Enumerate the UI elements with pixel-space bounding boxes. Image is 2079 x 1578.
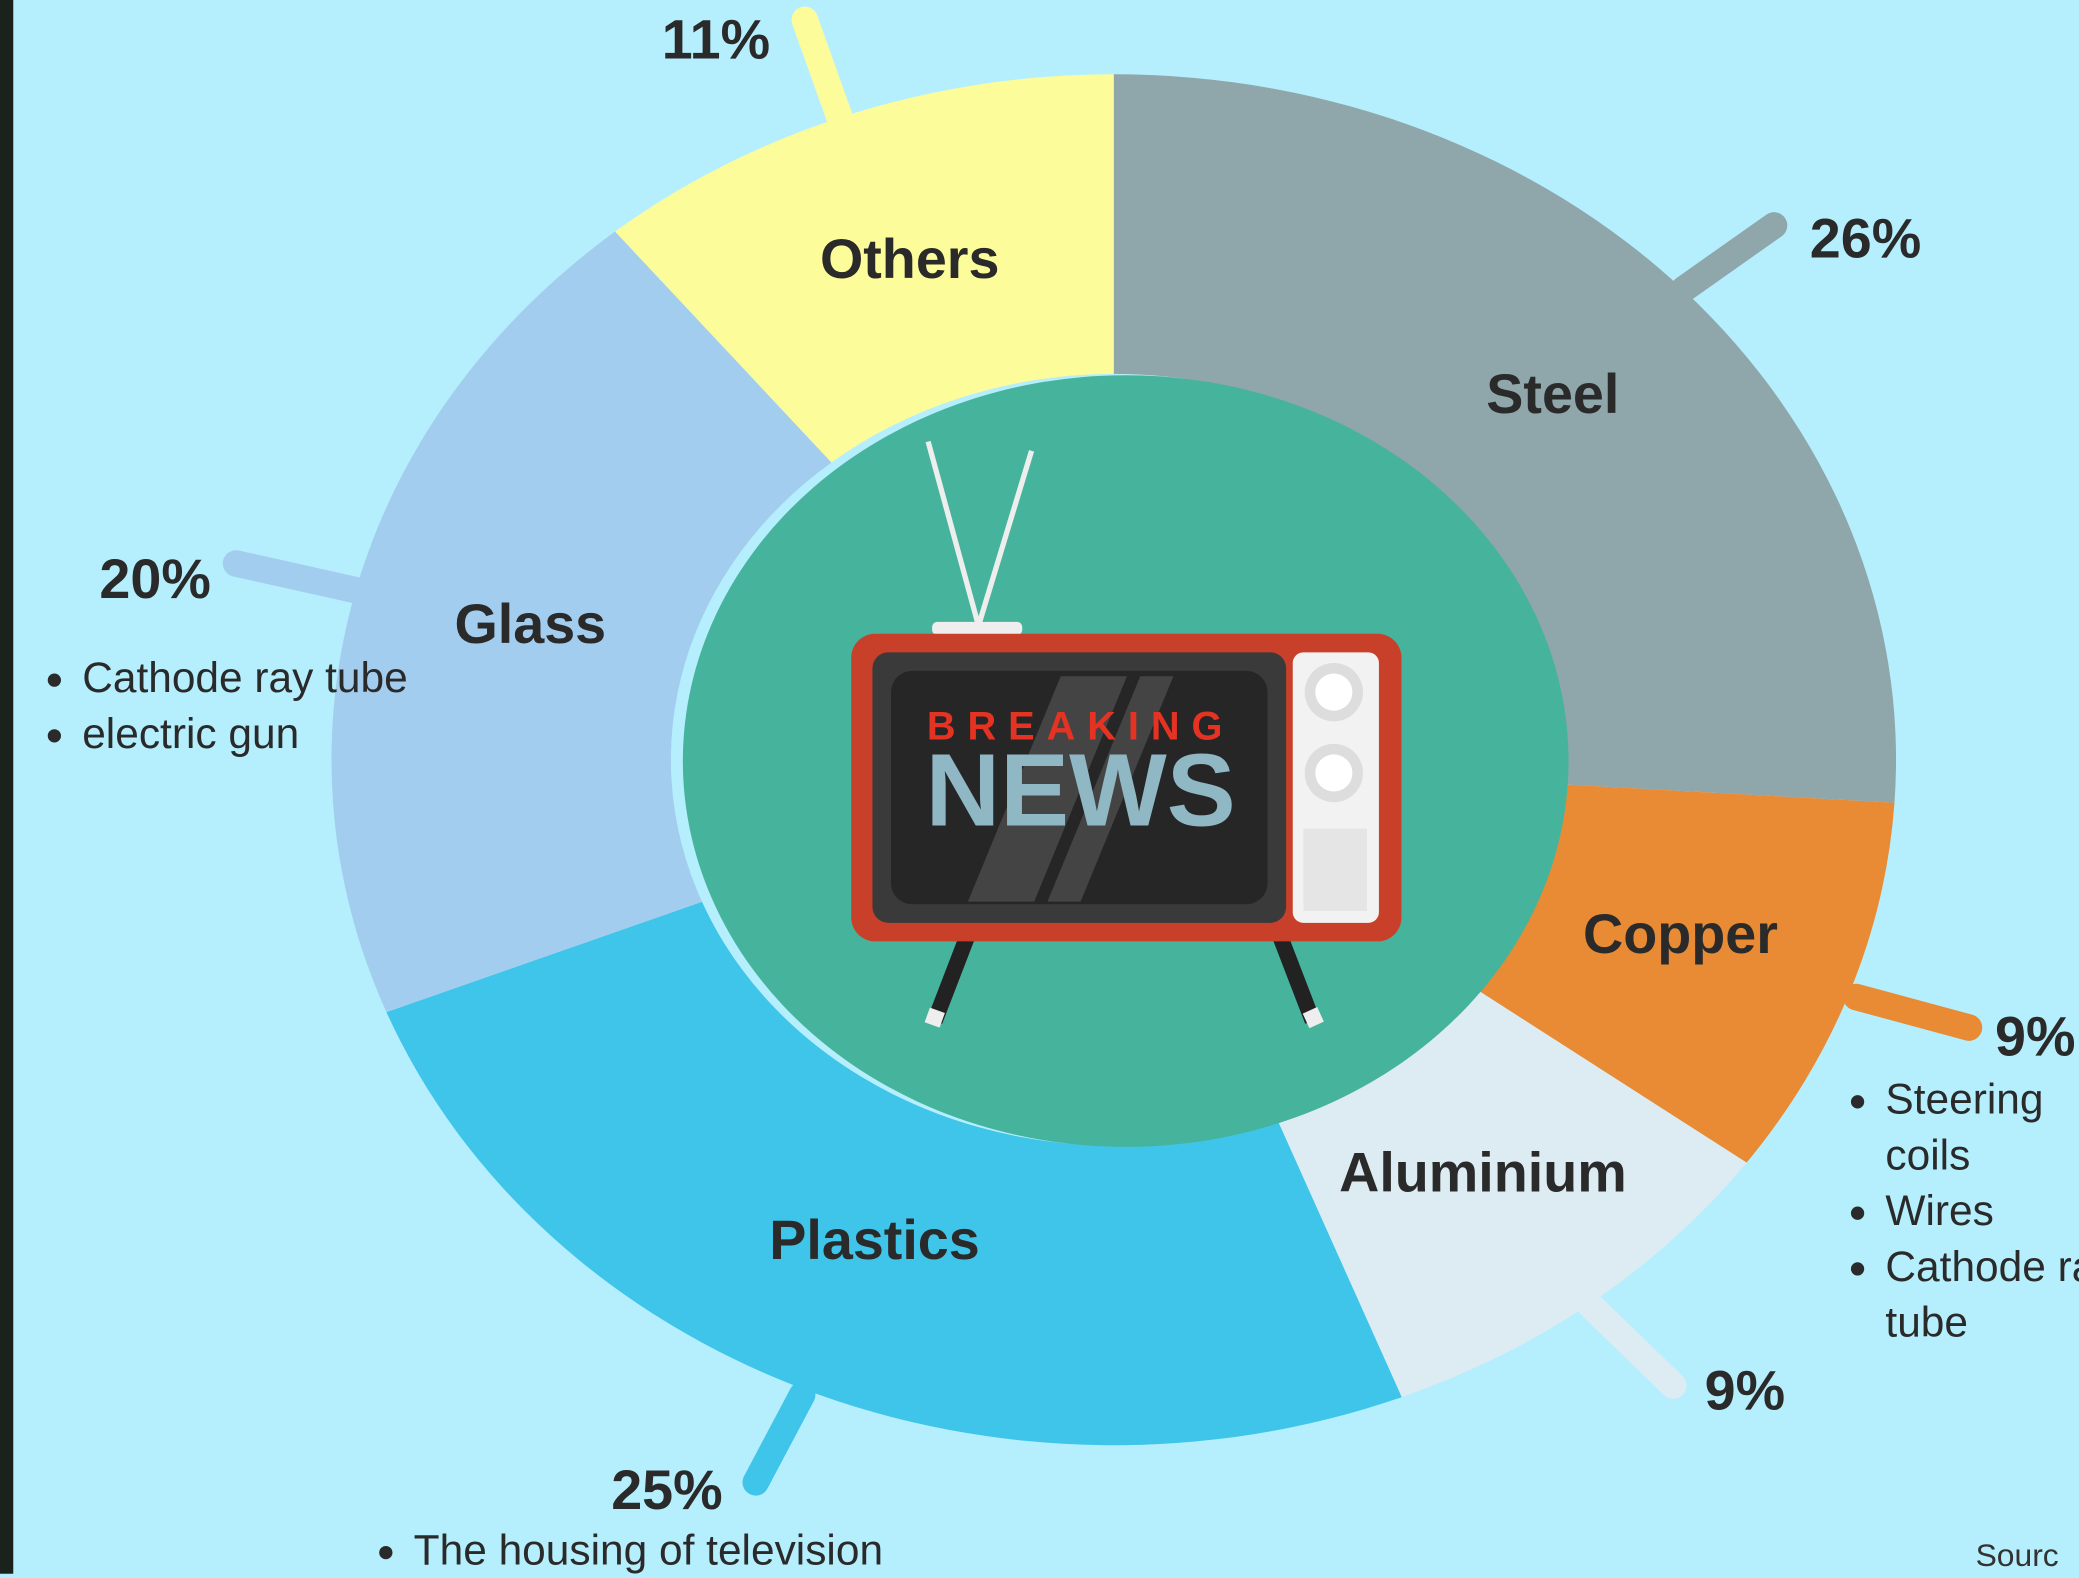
label-tab [1856,997,1969,1027]
chart: BREAKING NEWS Steel26%Copper9%Aluminium9… [0,0,2079,1574]
value-label: 25% [611,1459,722,1521]
tv-news-text: NEWS [925,731,1235,847]
page: BREAKING NEWS Steel26%Copper9%Aluminium9… [0,0,2079,1574]
note-item: Wires [1885,1183,2079,1239]
value-label: 26% [1810,207,1921,269]
note-item: The housing of television [414,1522,1103,1578]
infographic: BREAKING NEWS Steel26%Copper9%Aluminium9… [0,0,2079,1574]
value-label: 9% [1995,1006,2075,1068]
slice-name: Others [820,228,999,290]
note-item: electric gun [82,705,413,761]
slice-name: Aluminium [1339,1142,1627,1204]
note-item: Cathode ray tube [1885,1238,2079,1349]
note-list: Cathode ray tubeelectric gun [27,650,414,761]
slice-name: Plastics [769,1209,979,1271]
note-list: The housing of television [358,1522,1103,1578]
value-label: 9% [1705,1360,1785,1422]
note-item: Cathode ray tube [82,650,413,706]
value-label: 20% [99,548,210,610]
note-item: Steering coils [1885,1071,2079,1182]
label-tab [756,1395,802,1483]
slice-name: Steel [1486,363,1619,425]
slice-name: Glass [454,593,606,655]
label-tab [805,20,839,117]
edge-strip [0,0,13,1574]
source-text: Sourc [1976,1538,2059,1575]
value-label: 11% [662,8,770,70]
label-tab [236,564,355,591]
label-tab [1591,1306,1673,1386]
note-list: Steering coilsWiresCathode ray tube [1830,1071,2079,1349]
label-tab [1684,225,1774,289]
slice-name: Copper [1583,903,1778,965]
